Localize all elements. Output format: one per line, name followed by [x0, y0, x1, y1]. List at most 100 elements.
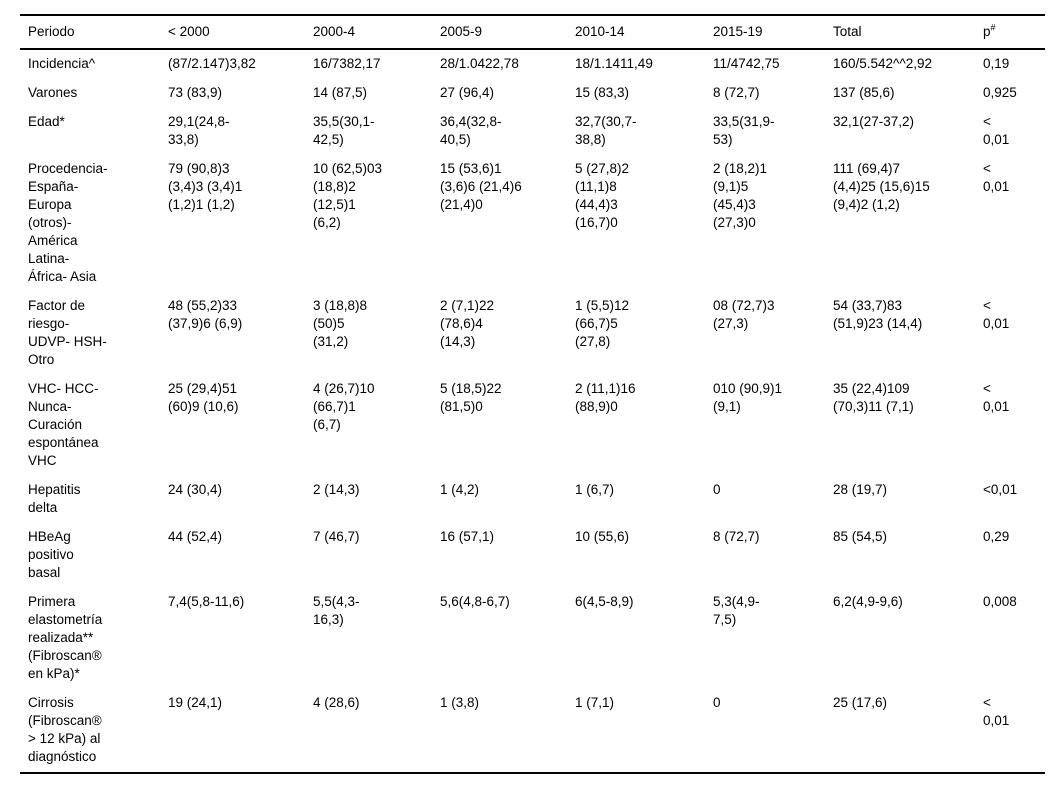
table-row-factor-de-riesgo: Factor de riesgo- UDVP- HSH- Otro 48 (55…	[20, 292, 1045, 375]
table-body: Incidencia^ (87/2.147)3,82 16/7382,17 28…	[20, 49, 1045, 773]
table-cell: 4 (28,6)	[313, 695, 360, 710]
table-cell: 24 (30,4)	[168, 482, 223, 497]
table-cell: 18/1.1411,49	[575, 56, 653, 71]
table-cell: 15 (83,3)	[575, 85, 630, 100]
p-label: p	[983, 24, 991, 39]
table-cell: 2 (7,1)22 (78,6)4 (14,3)	[440, 298, 495, 349]
table-cell: 85 (54,5)	[833, 529, 888, 544]
row-label: Edad*	[28, 114, 65, 129]
column-header-periodo: Periodo	[20, 15, 160, 50]
table-cell: 35,5(30,1- 42,5)	[313, 114, 375, 147]
table-cell: 5 (27,8)2 (11,1)8 (44,4)3 (16,7)0	[575, 161, 630, 230]
table-cell: 25 (29,4)51 (60)9 (10,6)	[168, 381, 239, 414]
table-cell: 25 (17,6)	[833, 695, 888, 710]
p-value-cell: 0,19	[983, 56, 1010, 71]
table-cell: 0	[713, 482, 721, 497]
p-value-cell: < 0,01	[983, 298, 1010, 331]
table-cell: 5,6(4,8-6,7)	[440, 594, 510, 609]
row-label: Procedencia- España- Europa (otros)- Amé…	[28, 161, 108, 284]
row-label: Factor de riesgo- UDVP- HSH- Otro	[28, 298, 107, 367]
table-cell: 2 (18,2)1 (9,1)5 (45,4)3 (27,3)0	[713, 161, 768, 230]
table-cell: 0	[713, 695, 721, 710]
table-cell: 5,3(4,9- 7,5)	[713, 594, 760, 627]
table-cell: 36,4(32,8- 40,5)	[440, 114, 502, 147]
table-cell: 48 (55,2)33 (37,9)6 (6,9)	[168, 298, 243, 331]
table-row-procedencia: Procedencia- España- Europa (otros)- Amé…	[20, 155, 1045, 292]
table-cell: 4 (26,7)10 (66,7)1 (6,7)	[313, 381, 375, 432]
column-header-before-2000: < 2000	[160, 15, 305, 50]
header-row: Periodo < 2000 2000-4 2005-9 2010-14 201…	[20, 15, 1045, 50]
p-value-cell: < 0,01	[983, 381, 1010, 414]
table-cell: 010 (90,9)1 (9,1)	[713, 381, 783, 414]
table-cell: 1 (3,8)	[440, 695, 480, 710]
column-header-total: Total	[825, 15, 975, 50]
column-header-2000-4: 2000-4	[305, 15, 432, 50]
row-label: VHC- HCC- Nunca- Curación espontánea VHC	[28, 381, 99, 468]
column-header-2005-9: 2005-9	[432, 15, 567, 50]
table-cell: 29,1(24,8- 33,8)	[168, 114, 230, 147]
table-cell: 28/1.0422,78	[440, 56, 519, 71]
column-header-p: p#	[975, 15, 1045, 50]
table-cell: 137 (85,6)	[833, 85, 895, 100]
table-cell: 3 (18,8)8 (50)5 (31,2)	[313, 298, 368, 349]
table-cell: 44 (52,4)	[168, 529, 223, 544]
table-cell: 2 (14,3)	[313, 482, 360, 497]
table-cell: 19 (24,1)	[168, 695, 223, 710]
table-cell: 11/4742,75	[713, 56, 780, 71]
p-value-cell: < 0,01	[983, 114, 1010, 147]
table-cell: 35 (22,4)109 (70,3)11 (7,1)	[833, 381, 914, 414]
table-row-incidencia: Incidencia^ (87/2.147)3,82 16/7382,17 28…	[20, 49, 1045, 79]
table-cell: 111 (69,4)7 (4,4)25 (15,6)15 (9,4)2 (1,2…	[833, 161, 930, 212]
table-cell: 27 (96,4)	[440, 85, 495, 100]
table-cell: 28 (19,7)	[833, 482, 888, 497]
row-label: Hepatitis delta	[28, 482, 81, 515]
table-cell: 1 (4,2)	[440, 482, 480, 497]
table-row-primera-elastometria: Primera elastometría realizada** (Fibros…	[20, 588, 1045, 689]
table-cell: 54 (33,7)83 (51,9)23 (14,4)	[833, 298, 923, 331]
table-row-vhc: VHC- HCC- Nunca- Curación espontánea VHC…	[20, 375, 1045, 476]
column-header-2015-19: 2015-19	[705, 15, 825, 50]
table-cell: 6,2(4,9-9,6)	[833, 594, 903, 609]
p-value-cell: <0,01	[983, 482, 1018, 497]
table-cell: 7 (46,7)	[313, 529, 360, 544]
table-cell: 79 (90,8)3 (3,4)3 (3,4)1 (1,2)1 (1,2)	[168, 161, 243, 212]
table-cell: 1 (6,7)	[575, 482, 615, 497]
table-cell: 14 (87,5)	[313, 85, 368, 100]
table-cell: 6(4,5-8,9)	[575, 594, 634, 609]
p-value-cell: < 0,01	[983, 161, 1010, 194]
table-row-hepatitis-delta: Hepatitis delta 24 (30,4) 2 (14,3) 1 (4,…	[20, 476, 1045, 523]
row-label: HBeAg positivo basal	[28, 529, 74, 580]
table-cell: 15 (53,6)1 (3,6)6 (21,4)6 (21,4)0	[440, 161, 522, 212]
table-cell: 8 (72,7)	[713, 529, 760, 544]
table-cell: 16/7382,17	[313, 56, 381, 71]
table-cell: 08 (72,7)3 (27,3)	[713, 298, 775, 331]
table-cell: 2 (11,1)16 (88,9)0	[575, 381, 636, 414]
table-cell: 5,5(4,3- 16,3)	[313, 594, 360, 627]
table-cell: 10 (55,6)	[575, 529, 630, 544]
table-cell: 8 (72,7)	[713, 85, 760, 100]
table-row-varones: Varones 73 (83,9) 14 (87,5) 27 (96,4) 15…	[20, 79, 1045, 108]
table-cell: 1 (5,5)12 (66,7)5 (27,8)	[575, 298, 630, 349]
table-cell: 5 (18,5)22 (81,5)0	[440, 381, 502, 414]
table-cell: 32,7(30,7- 38,8)	[575, 114, 637, 147]
p-value-cell: 0,29	[983, 529, 1010, 544]
row-label: Incidencia^	[28, 56, 96, 71]
table-row-hbeag: HBeAg positivo basal 44 (52,4) 7 (46,7) …	[20, 523, 1045, 588]
table-cell: 33,5(31,9- 53)	[713, 114, 775, 147]
results-by-period-table: Periodo < 2000 2000-4 2005-9 2010-14 201…	[20, 14, 1045, 774]
p-value-cell: < 0,01	[983, 695, 1010, 728]
table-cell: (87/2.147)3,82	[168, 56, 256, 71]
p-value-cell: 0,925	[983, 85, 1017, 100]
column-header-2010-14: 2010-14	[567, 15, 705, 50]
table-cell: 7,4(5,8-11,6)	[168, 594, 245, 609]
row-label: Cirrosis (Fibroscan® > 12 kPa) al diagnó…	[28, 695, 102, 764]
row-label: Primera elastometría realizada** (Fibros…	[28, 594, 103, 681]
table-cell: 16 (57,1)	[440, 529, 495, 544]
table-cell: 73 (83,9)	[168, 85, 223, 100]
p-value-cell: 0,008	[983, 594, 1017, 609]
table-cell: 160/5.542^^2,92	[833, 56, 933, 71]
table-row-edad: Edad* 29,1(24,8- 33,8) 35,5(30,1- 42,5) …	[20, 108, 1045, 155]
table-row-cirrosis: Cirrosis (Fibroscan® > 12 kPa) al diagnó…	[20, 689, 1045, 773]
p-superscript: #	[990, 22, 996, 33]
